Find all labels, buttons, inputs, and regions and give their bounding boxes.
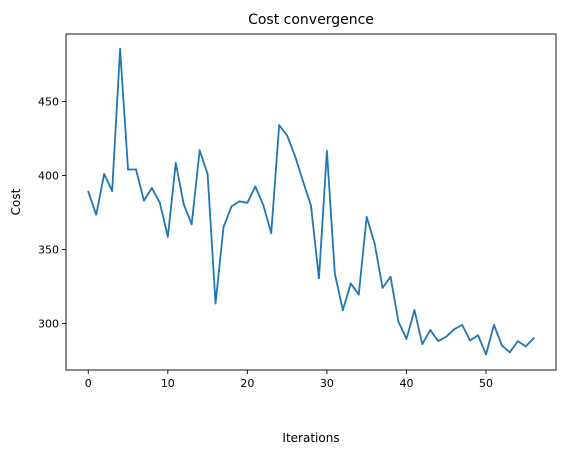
data-point [381, 286, 384, 289]
data-point [222, 226, 225, 229]
data-point [445, 335, 448, 338]
data-point [429, 329, 432, 331]
data-point [421, 343, 424, 346]
x-axis-label: Iterations [282, 431, 339, 445]
plot-area [66, 34, 556, 370]
x-tick-label: 50 [479, 377, 493, 390]
y-tick-label: 450 [38, 95, 59, 108]
data-point [166, 235, 169, 238]
data-point [413, 309, 416, 311]
data-point [310, 204, 312, 207]
data-point [501, 344, 503, 347]
data-point [127, 168, 129, 171]
x-tick-label: 30 [320, 377, 334, 390]
data-point [151, 187, 153, 189]
data-point [389, 275, 392, 278]
data-point [230, 205, 233, 208]
data-point [516, 340, 519, 343]
data-point [493, 323, 495, 326]
data-point [477, 334, 479, 337]
series-points [87, 48, 535, 356]
data-point [246, 201, 249, 204]
data-point [349, 282, 352, 285]
y-tick-label: 300 [38, 317, 59, 330]
data-point [508, 351, 511, 354]
y-axis-ticks: 300 350 400 450 [38, 95, 66, 330]
data-point [182, 203, 185, 206]
data-point [111, 190, 114, 192]
data-point [214, 302, 217, 305]
x-tick-label: 10 [161, 377, 175, 390]
y-tick-label: 400 [38, 169, 59, 182]
data-point [87, 190, 90, 193]
x-tick-label: 20 [240, 377, 254, 390]
data-point [198, 149, 201, 152]
data-point [286, 134, 289, 137]
data-point [158, 201, 161, 204]
data-point [270, 232, 273, 235]
data-point [206, 173, 209, 175]
data-point [278, 124, 281, 127]
data-point [373, 242, 376, 245]
data-point [532, 337, 535, 340]
data-point [294, 155, 296, 158]
data-point [190, 223, 193, 226]
data-point [103, 173, 106, 175]
axes-frame [65, 33, 557, 371]
data-point [469, 339, 471, 342]
data-point [437, 340, 440, 343]
data-point [135, 168, 137, 171]
data-point [318, 277, 320, 280]
data-point [143, 199, 145, 202]
x-tick-label: 40 [399, 377, 413, 390]
data-point [357, 293, 360, 296]
data-point [397, 321, 400, 323]
data-point [365, 215, 368, 218]
data-point [341, 309, 344, 311]
x-tick-label: 0 [85, 377, 92, 390]
data-point [254, 185, 257, 188]
y-tick-label: 350 [38, 243, 59, 256]
data-point [524, 345, 527, 348]
data-point [326, 150, 328, 152]
data-point [262, 204, 265, 206]
data-point [174, 161, 177, 164]
data-point [95, 213, 98, 216]
data-point [453, 328, 456, 331]
data-point [485, 353, 487, 356]
data-point [302, 180, 304, 183]
data-point [333, 272, 336, 275]
x-axis-ticks: 0 10 20 30 40 50 [85, 370, 493, 390]
data-point [405, 338, 408, 340]
y-axis-label: Cost [9, 188, 23, 215]
data-point [461, 323, 464, 326]
data-point [119, 48, 121, 50]
data-point [238, 200, 241, 203]
chart-title: Cost convergence [248, 12, 374, 28]
